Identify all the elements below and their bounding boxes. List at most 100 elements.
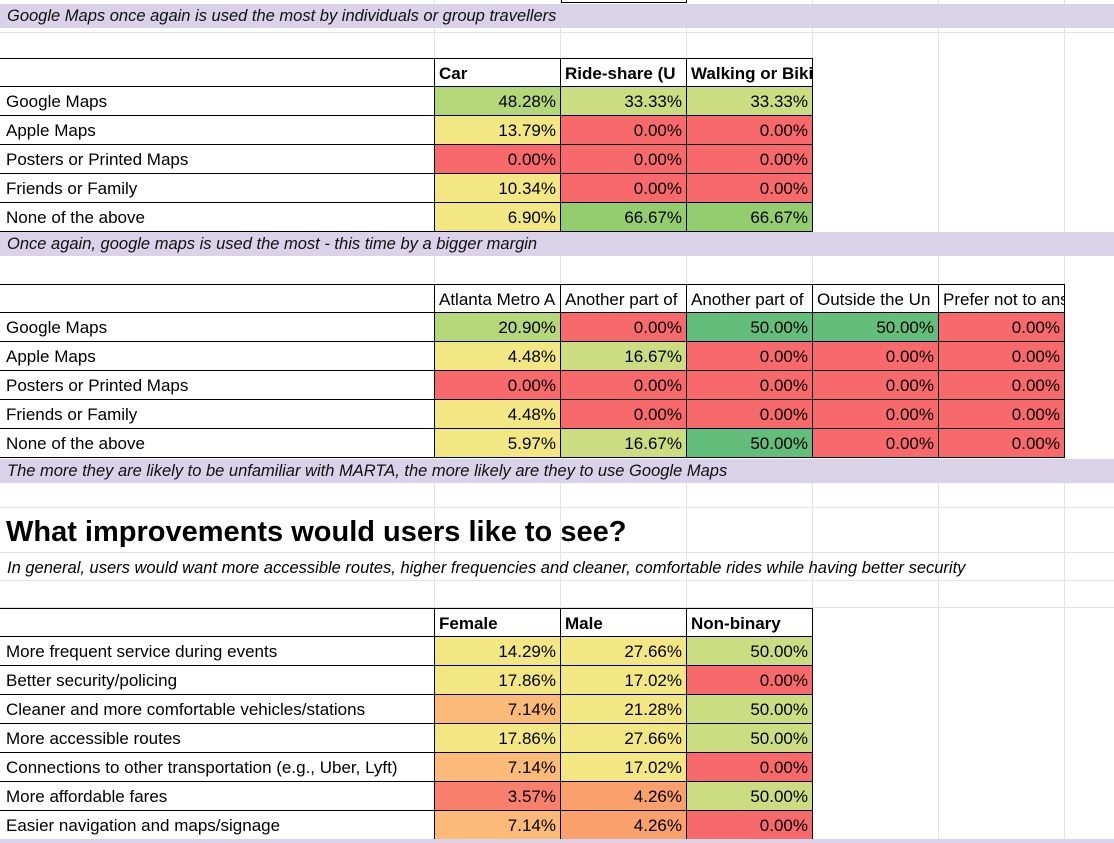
value-cell[interactable]: 21.28% bbox=[561, 695, 687, 724]
value-cell[interactable]: 0.00% bbox=[561, 313, 687, 342]
partial-cell-border bbox=[561, 0, 687, 3]
column-header[interactable]: Atlanta Metro A bbox=[435, 284, 561, 313]
row-label[interactable]: More accessible routes bbox=[0, 724, 435, 753]
value-cell[interactable]: 50.00% bbox=[687, 782, 813, 811]
row-label[interactable]: Posters or Printed Maps bbox=[0, 145, 435, 174]
value-cell[interactable]: 33.33% bbox=[687, 87, 813, 116]
note-band-2[interactable]: Once again, google maps is used the most… bbox=[0, 232, 1114, 256]
value-cell[interactable]: 7.14% bbox=[435, 811, 561, 840]
note-text-1: Google Maps once again is used the most … bbox=[7, 7, 557, 25]
value-cell[interactable]: 7.14% bbox=[435, 753, 561, 782]
header-corner-cell[interactable] bbox=[0, 284, 435, 313]
row-label[interactable]: Connections to other transportation (e.g… bbox=[0, 753, 435, 782]
row-label[interactable]: Better security/policing bbox=[0, 666, 435, 695]
section-title[interactable]: What improvements would users like to se… bbox=[6, 516, 627, 548]
row-label[interactable]: Friends or Family bbox=[0, 400, 435, 429]
value-cell[interactable]: 4.48% bbox=[435, 400, 561, 429]
row-label[interactable]: Google Maps bbox=[0, 87, 435, 116]
column-header[interactable]: Outside the Un bbox=[813, 284, 939, 313]
header-corner-cell[interactable] bbox=[0, 58, 435, 87]
column-header[interactable]: Male bbox=[561, 608, 687, 637]
row-label[interactable]: Friends or Family bbox=[0, 174, 435, 203]
value-cell[interactable]: 66.67% bbox=[687, 203, 813, 232]
value-cell[interactable]: 16.67% bbox=[561, 429, 687, 458]
column-header[interactable]: Car bbox=[435, 58, 561, 87]
value-cell[interactable]: 0.00% bbox=[687, 371, 813, 400]
value-cell[interactable]: 48.28% bbox=[435, 87, 561, 116]
note-text-2: Once again, google maps is used the most… bbox=[7, 235, 538, 253]
column-header[interactable]: Another part of bbox=[687, 284, 813, 313]
value-cell[interactable]: 16.67% bbox=[561, 342, 687, 371]
row-label[interactable]: More affordable fares bbox=[0, 782, 435, 811]
value-cell[interactable]: 0.00% bbox=[939, 371, 1065, 400]
value-cell[interactable]: 0.00% bbox=[813, 429, 939, 458]
column-header[interactable]: Female bbox=[435, 608, 561, 637]
value-cell[interactable]: 0.00% bbox=[939, 429, 1065, 458]
column-header[interactable]: Ride-share (U bbox=[561, 58, 687, 87]
column-header[interactable]: Walking or Biking bbox=[687, 58, 813, 87]
value-cell[interactable]: 17.02% bbox=[561, 753, 687, 782]
value-cell[interactable]: 0.00% bbox=[813, 400, 939, 429]
value-cell[interactable]: 14.29% bbox=[435, 637, 561, 666]
value-cell[interactable]: 0.00% bbox=[687, 174, 813, 203]
value-cell[interactable]: 0.00% bbox=[687, 116, 813, 145]
value-cell[interactable]: 4.48% bbox=[435, 342, 561, 371]
value-cell[interactable]: 33.33% bbox=[561, 87, 687, 116]
value-cell[interactable]: 17.86% bbox=[435, 724, 561, 753]
value-cell[interactable]: 0.00% bbox=[939, 313, 1065, 342]
row-label[interactable]: Cleaner and more comfortable vehicles/st… bbox=[0, 695, 435, 724]
value-cell[interactable]: 3.57% bbox=[435, 782, 561, 811]
value-cell[interactable]: 0.00% bbox=[813, 342, 939, 371]
value-cell[interactable]: 0.00% bbox=[687, 811, 813, 840]
value-cell[interactable]: 66.67% bbox=[561, 203, 687, 232]
row-label[interactable]: More frequent service during events bbox=[0, 637, 435, 666]
value-cell[interactable]: 0.00% bbox=[939, 400, 1065, 429]
note-band-1[interactable]: Google Maps once again is used the most … bbox=[0, 4, 1114, 28]
value-cell[interactable]: 0.00% bbox=[939, 342, 1065, 371]
value-cell[interactable]: 4.26% bbox=[561, 782, 687, 811]
value-cell[interactable]: 50.00% bbox=[813, 313, 939, 342]
row-label[interactable]: None of the above bbox=[0, 203, 435, 232]
row-label[interactable]: Posters or Printed Maps bbox=[0, 371, 435, 400]
value-cell[interactable]: 4.26% bbox=[561, 811, 687, 840]
value-cell[interactable]: 50.00% bbox=[687, 429, 813, 458]
value-cell[interactable]: 0.00% bbox=[687, 145, 813, 174]
header-corner-cell[interactable] bbox=[0, 608, 435, 637]
value-cell[interactable]: 0.00% bbox=[561, 116, 687, 145]
value-cell[interactable]: 17.02% bbox=[561, 666, 687, 695]
value-cell[interactable]: 0.00% bbox=[561, 400, 687, 429]
value-cell[interactable]: 20.90% bbox=[435, 313, 561, 342]
value-cell[interactable]: 10.34% bbox=[435, 174, 561, 203]
value-cell[interactable]: 5.97% bbox=[435, 429, 561, 458]
value-cell[interactable]: 0.00% bbox=[687, 400, 813, 429]
value-cell[interactable]: 50.00% bbox=[687, 724, 813, 753]
section-subtitle[interactable]: In general, users would want more access… bbox=[7, 559, 966, 577]
value-cell[interactable]: 17.86% bbox=[435, 666, 561, 695]
value-cell[interactable]: 13.79% bbox=[435, 116, 561, 145]
column-header[interactable]: Prefer not to answer bbox=[939, 284, 1065, 313]
value-cell[interactable]: 0.00% bbox=[687, 342, 813, 371]
value-cell[interactable]: 0.00% bbox=[561, 371, 687, 400]
row-label[interactable]: Easier navigation and maps/signage bbox=[0, 811, 435, 840]
value-cell[interactable]: 27.66% bbox=[561, 637, 687, 666]
value-cell[interactable]: 50.00% bbox=[687, 313, 813, 342]
value-cell[interactable]: 0.00% bbox=[435, 145, 561, 174]
column-header[interactable]: Another part of bbox=[561, 284, 687, 313]
row-label[interactable]: Apple Maps bbox=[0, 342, 435, 371]
value-cell[interactable]: 0.00% bbox=[813, 371, 939, 400]
row-label[interactable]: Google Maps bbox=[0, 313, 435, 342]
row-label[interactable]: None of the above bbox=[0, 429, 435, 458]
note-band-3[interactable]: The more they are likely to be unfamilia… bbox=[0, 459, 1114, 483]
value-cell[interactable]: 27.66% bbox=[561, 724, 687, 753]
value-cell[interactable]: 50.00% bbox=[687, 637, 813, 666]
value-cell[interactable]: 0.00% bbox=[687, 753, 813, 782]
value-cell[interactable]: 6.90% bbox=[435, 203, 561, 232]
value-cell[interactable]: 0.00% bbox=[561, 174, 687, 203]
value-cell[interactable]: 7.14% bbox=[435, 695, 561, 724]
value-cell[interactable]: 0.00% bbox=[561, 145, 687, 174]
value-cell[interactable]: 50.00% bbox=[687, 695, 813, 724]
value-cell[interactable]: 0.00% bbox=[687, 666, 813, 695]
column-header[interactable]: Non-binary bbox=[687, 608, 813, 637]
value-cell[interactable]: 0.00% bbox=[435, 371, 561, 400]
row-label[interactable]: Apple Maps bbox=[0, 116, 435, 145]
